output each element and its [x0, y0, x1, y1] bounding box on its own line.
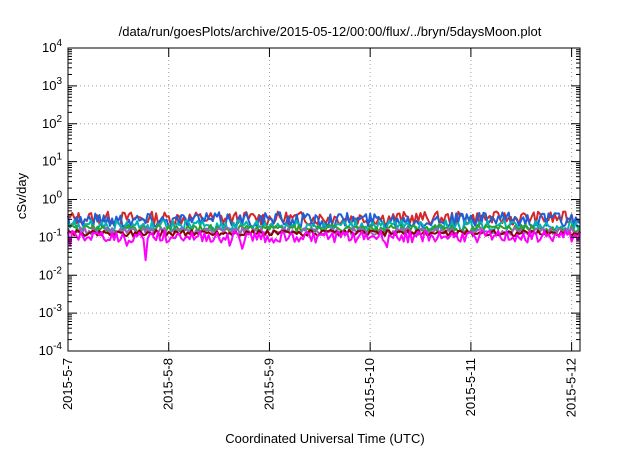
series-line: [67, 210, 581, 226]
x-axis-label: Coordinated Universal Time (UTC): [225, 431, 424, 446]
y-tick-label: 100: [42, 190, 62, 207]
y-tick-label: 10-2: [39, 265, 63, 282]
x-tick-label: 2015-5-8: [161, 358, 176, 410]
x-tick-label: 2015-5-9: [261, 358, 276, 410]
y-tick-label: 10-1: [39, 227, 63, 244]
data-series: [67, 210, 581, 262]
chart-title: /data/run/goesPlots/archive/2015-05-12/0…: [119, 24, 542, 39]
y-tick-label: 101: [42, 152, 62, 169]
x-tick-label: 2015-5-7: [60, 358, 75, 410]
y-tick-label: 103: [42, 76, 62, 93]
series-line: [67, 219, 581, 233]
grid-lines: [68, 48, 580, 351]
y-tick-label: 10-4: [39, 341, 63, 358]
x-tick-label: 2015-5-10: [362, 358, 377, 417]
y-tick-label: 104: [42, 38, 62, 55]
y-tick-label: 10-3: [39, 303, 63, 320]
y-tick-label: 102: [42, 114, 62, 131]
series-line: [67, 229, 581, 262]
axis-ticks: 10-4 10-3 10-2 10-1 100 101 102 103 104 2015-5-7 2…: [39, 38, 580, 417]
x-tick-label: 2015-5-12: [564, 358, 579, 417]
y-axis-label: cSv/day: [14, 172, 29, 219]
x-tick-label: 2015-5-11: [463, 358, 478, 416]
